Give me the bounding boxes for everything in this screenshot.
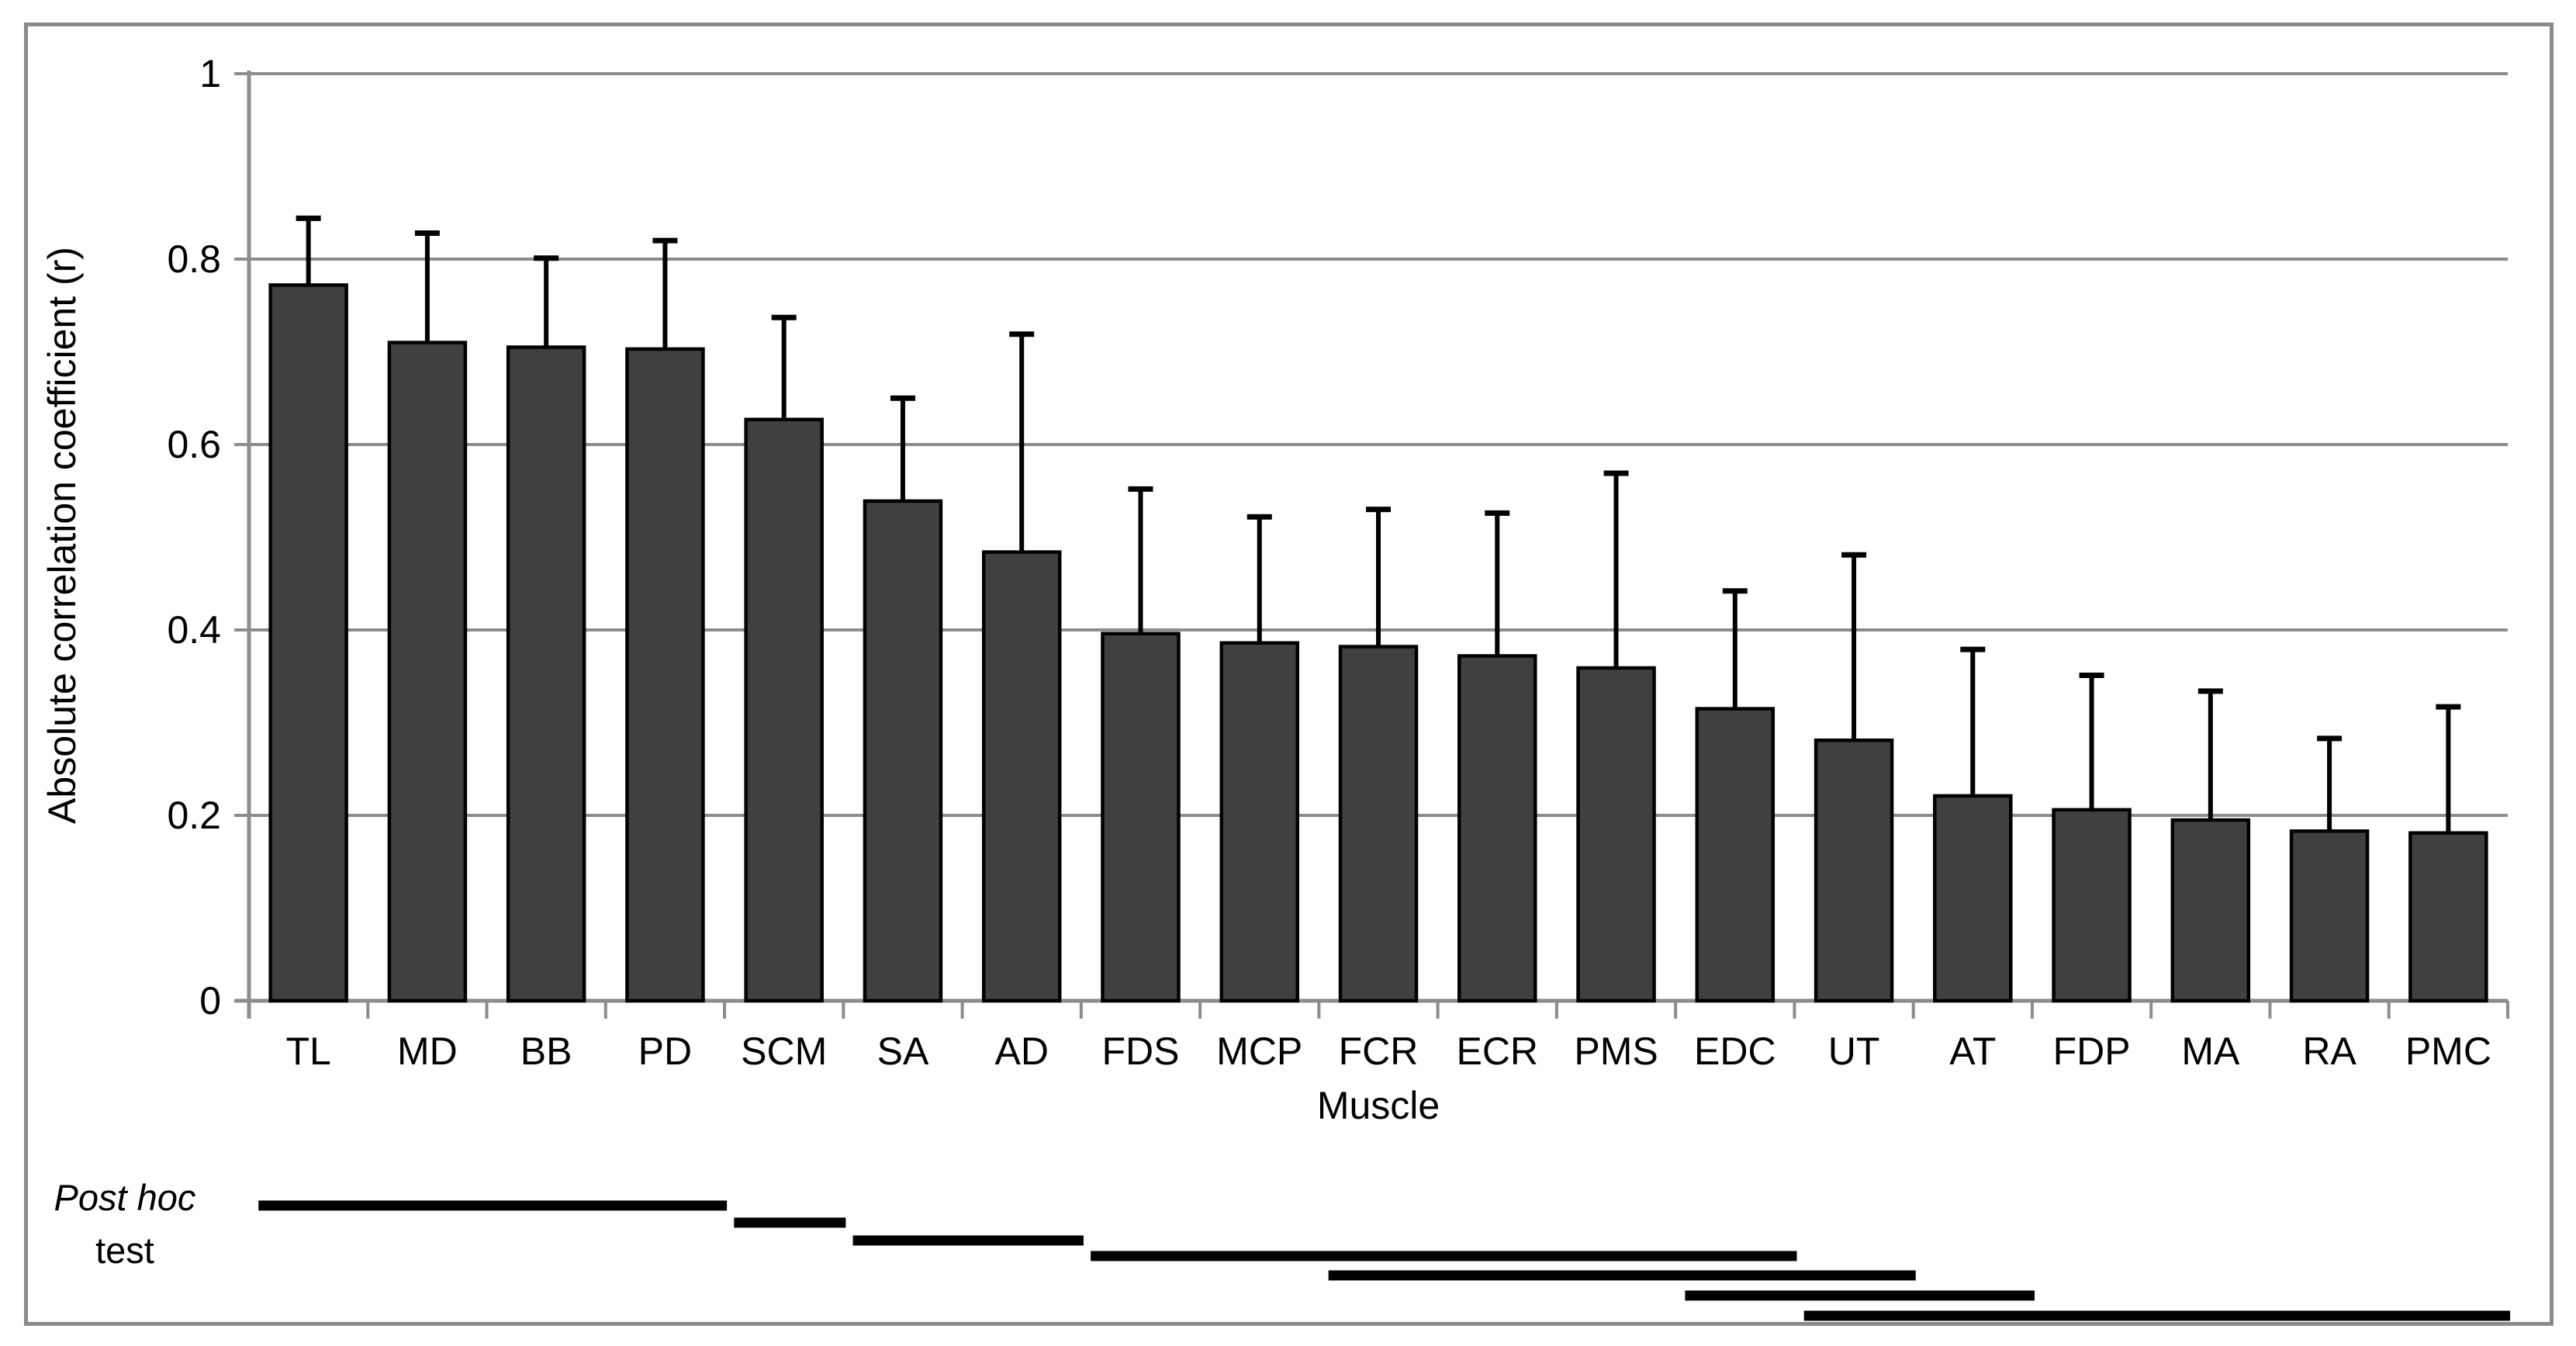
x-category-label-FCR: FCR <box>1339 1029 1419 1073</box>
y-tick-label: 0.4 <box>167 608 221 652</box>
post-hoc-line-SCM-SCM <box>734 1217 846 1228</box>
x-category-label-AD: AD <box>994 1029 1048 1073</box>
bar-BB <box>506 345 586 1003</box>
y-tick-label: 0.6 <box>167 423 221 466</box>
x-category-label-RA: RA <box>2302 1029 2356 1073</box>
y-tick-label: 1 <box>199 52 221 95</box>
x-category-label-FDS: FDS <box>1101 1029 1179 1073</box>
y-tick-label: 0 <box>199 979 221 1022</box>
bar-AT <box>1933 794 2013 1003</box>
post-hoc-line-EDC-AT <box>1685 1290 2035 1301</box>
bar-PMS <box>1576 666 1656 1003</box>
x-category-label-TL: TL <box>285 1029 330 1073</box>
bar-FCR <box>1338 645 1419 1003</box>
y-tick-label: 0.8 <box>167 237 221 281</box>
post-hoc-label-line1: Post hoc <box>54 1177 196 1218</box>
x-category-label-SA: SA <box>877 1029 929 1073</box>
x-category-label-MA: MA <box>2181 1029 2240 1073</box>
x-category-label-SCM: SCM <box>741 1029 827 1073</box>
bar-UT <box>1814 738 1894 1003</box>
bar-MCP <box>1219 641 1299 1003</box>
bar-SCM <box>744 417 824 1003</box>
bar-AD <box>981 550 1062 1003</box>
x-category-label-UT: UT <box>1828 1029 1880 1073</box>
x-category-label-AT: AT <box>1949 1029 1996 1073</box>
x-category-label-PD: PD <box>638 1029 692 1073</box>
bar-TL <box>268 283 348 1003</box>
x-category-label-EDC: EDC <box>1694 1029 1776 1073</box>
x-category-label-PMC: PMC <box>2405 1029 2491 1073</box>
bar-MA <box>2170 818 2251 1003</box>
post-hoc-line-UT-PMC <box>1803 1310 2511 1321</box>
bar-FDP <box>2052 808 2132 1003</box>
x-category-label-BB: BB <box>520 1029 572 1073</box>
post-hoc-label-line2: test <box>95 1230 154 1271</box>
bar-PD <box>625 347 705 1003</box>
x-category-label-MCP: MCP <box>1216 1029 1302 1073</box>
post-hoc-line-SA-AD <box>852 1235 1084 1246</box>
post-hoc-line-FDS-EDC <box>1091 1251 1797 1261</box>
x-category-label-FDP: FDP <box>2053 1029 2131 1073</box>
x-category-label-ECR: ECR <box>1456 1029 1538 1073</box>
bar-FDS <box>1101 631 1181 1003</box>
post-hoc-line-FCR-UT <box>1328 1270 1916 1281</box>
x-axis-title: Muscle <box>1316 1084 1440 1127</box>
bar-EDC <box>1695 707 1776 1003</box>
x-category-label-MD: MD <box>397 1029 458 1073</box>
bar-PMC <box>2408 831 2488 1003</box>
y-axis-title: Absolute correlation coefficient (r) <box>40 247 84 824</box>
bar-SA <box>863 499 943 1003</box>
y-tick-label: 0.2 <box>167 794 221 837</box>
post-hoc-line-TL-PD <box>258 1200 728 1211</box>
bar-RA <box>2289 829 2370 1003</box>
x-category-label-PMS: PMS <box>1574 1029 1658 1073</box>
bar-MD <box>387 341 468 1003</box>
bar-ECR <box>1457 654 1537 1003</box>
